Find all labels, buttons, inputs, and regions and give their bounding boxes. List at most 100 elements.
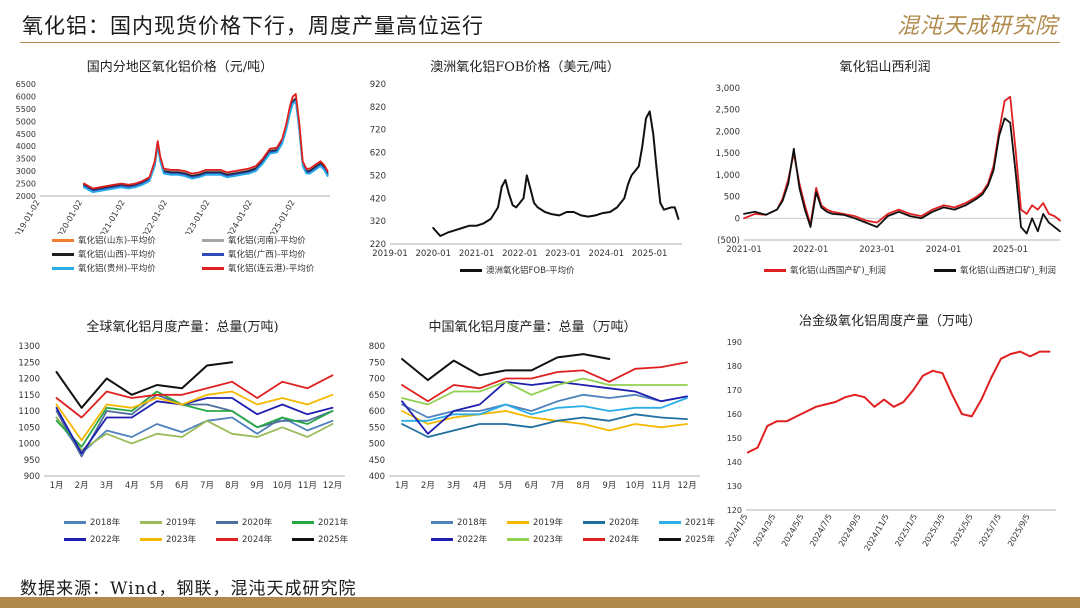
chart-title: 国内分地区氧化铝价格（元/吨） bbox=[86, 60, 274, 75]
legend-swatch bbox=[52, 238, 74, 242]
x-tick-label: 2月 bbox=[75, 481, 89, 491]
legend-swatch bbox=[52, 266, 74, 270]
y-tick-label: 6000 bbox=[16, 92, 36, 101]
page-title: 氧化铝：国内现货价格下行，周度产量高位运行 bbox=[22, 14, 484, 38]
series-line bbox=[746, 350, 1051, 454]
chart-panel-china-output: 中国氧化铝月度产量：总量（万吨） 400 450 500 550 600 650 700 75… bbox=[355, 308, 715, 553]
x-tick-label: 2024/5/5 bbox=[780, 513, 806, 549]
x-tick-label: 9月 bbox=[250, 481, 264, 491]
series-line bbox=[401, 410, 688, 432]
legend-item: 氧化铝(山西进口矿)_利润 bbox=[934, 264, 1056, 276]
legend-swatch bbox=[659, 537, 681, 541]
x-tick-label: 12月 bbox=[677, 481, 696, 491]
legend-label: 2018年 bbox=[90, 518, 121, 528]
x-tick-label: 2024-01-02 bbox=[223, 198, 254, 234]
x-tick-label: 2025/3/5 bbox=[921, 513, 947, 549]
x-tick-label: 1月 bbox=[395, 481, 409, 491]
legend-swatch bbox=[64, 537, 86, 541]
y-tick-label: 6500 bbox=[16, 80, 36, 89]
x-tick-label: 7月 bbox=[200, 481, 214, 491]
x-tick-label: 2025-01 bbox=[632, 249, 668, 259]
brand-logo: 混沌天成研究院 bbox=[896, 14, 1058, 39]
x-tick-label: 9月 bbox=[602, 481, 616, 491]
x-tick-label: 1月 bbox=[50, 481, 64, 491]
chart-title: 氧化铝山西利润 bbox=[839, 60, 931, 75]
y-tick-label: 2000 bbox=[16, 192, 36, 201]
legend-label: 2023年 bbox=[166, 535, 197, 545]
series-line bbox=[401, 361, 688, 403]
legend-label: 氧化铝(山东)-平均价 bbox=[78, 236, 156, 246]
legend-label: 2024年 bbox=[242, 535, 273, 545]
chart-title: 冶金级氧化铝周度产量（万吨） bbox=[798, 314, 981, 329]
y-tick-label: 650 bbox=[369, 391, 385, 401]
legend-item: 澳洲氧化铝FOB-平均价 bbox=[460, 264, 574, 276]
y-tick-label: 3,000 bbox=[716, 84, 740, 94]
y-tick-label: 600 bbox=[369, 407, 385, 417]
y-tick-label: 1200 bbox=[18, 375, 40, 385]
legend-label: 2019年 bbox=[533, 518, 564, 528]
legend-item: 2024年 bbox=[216, 533, 272, 545]
legend-swatch bbox=[64, 520, 86, 524]
legend-item: 2025年 bbox=[292, 533, 348, 545]
x-tick-label: 5月 bbox=[499, 481, 513, 491]
legend-item: 氧化铝(河南)-平均价 bbox=[202, 234, 306, 246]
series-line bbox=[401, 393, 688, 419]
legend-swatch bbox=[292, 537, 314, 541]
chart-plot: (500) 0 500 1,000 1,500 2,000 2,500 3,000 2021-0… bbox=[716, 84, 1061, 255]
legend-item: 2019年 bbox=[507, 516, 563, 528]
x-tick-label: 2023-01-02 bbox=[181, 199, 212, 235]
chart-legend: 氧化铝(山西国产矿)_利润 氧化铝(山西进口矿)_利润 bbox=[700, 264, 1070, 324]
legend-label: 澳洲氧化铝FOB-平均价 bbox=[486, 266, 575, 276]
y-tick-label: 1050 bbox=[18, 423, 40, 433]
legend-label: 氧化铝(连云港)-平均价 bbox=[228, 264, 315, 274]
series-line bbox=[401, 353, 611, 382]
x-tick-label: 2021-01 bbox=[459, 249, 495, 259]
y-tick-label: 160 bbox=[727, 410, 742, 419]
y-tick-label: 750 bbox=[369, 358, 385, 368]
y-tick-label: 220 bbox=[370, 240, 386, 250]
y-tick-label: 500 bbox=[369, 440, 385, 450]
legend-label: 2024年 bbox=[609, 535, 640, 545]
legend-item: 氧化铝(山西国产矿)_利润 bbox=[764, 264, 886, 276]
legend-item: 2018年 bbox=[431, 516, 487, 528]
series-line bbox=[83, 93, 329, 190]
series-line bbox=[55, 390, 334, 442]
x-tick-label: 11月 bbox=[651, 481, 670, 491]
legend-swatch bbox=[659, 520, 681, 524]
y-tick-label: 450 bbox=[369, 456, 385, 466]
legend-label: 氧化铝(河南)-平均价 bbox=[228, 236, 306, 246]
legend-swatch bbox=[216, 520, 238, 524]
y-tick-label: 0 bbox=[735, 214, 740, 224]
x-tick-label: 2025-01 bbox=[992, 245, 1028, 255]
series-line bbox=[55, 390, 334, 448]
y-tick-label: 140 bbox=[727, 458, 742, 467]
chart-legend: 2018年 2019年 2020年 2021年 2022年 2023年 2024年 2025年 bbox=[10, 516, 355, 576]
y-tick-label: 180 bbox=[727, 362, 742, 371]
y-tick-label: 5500 bbox=[16, 105, 36, 114]
legend-label: 2022年 bbox=[457, 535, 488, 545]
x-tick-label: 4月 bbox=[125, 481, 139, 491]
x-tick-label: 2025/1/5 bbox=[893, 513, 919, 549]
y-tick-label: 420 bbox=[370, 194, 386, 204]
x-tick-label: 6月 bbox=[175, 481, 189, 491]
x-tick-label: 3月 bbox=[100, 481, 114, 491]
legend-swatch bbox=[52, 252, 74, 256]
legend-swatch bbox=[216, 537, 238, 541]
legend-item: 2018年 bbox=[64, 516, 120, 528]
header: 氧化铝：国内现货价格下行，周度产量高位运行 混沌天成研究院 bbox=[0, 0, 1080, 46]
x-tick-label: 2020-01-02 bbox=[53, 199, 84, 235]
x-tick-label: 3月 bbox=[447, 481, 461, 491]
y-tick-label: 1000 bbox=[18, 440, 40, 450]
x-tick-label: 12月 bbox=[323, 481, 342, 491]
legend-item: 2021年 bbox=[292, 516, 348, 528]
series-line bbox=[743, 117, 1061, 235]
legend-swatch bbox=[583, 537, 605, 541]
y-tick-label: 1300 bbox=[18, 342, 40, 352]
y-tick-label: 1250 bbox=[18, 358, 40, 368]
series-line bbox=[55, 361, 234, 409]
x-tick-label: 2023-01 bbox=[859, 245, 895, 255]
chart-title: 澳洲氧化铝FOB价格（美元/吨） bbox=[430, 60, 620, 75]
series-line bbox=[83, 100, 329, 194]
legend-item: 2023年 bbox=[140, 533, 196, 545]
x-tick-label: 8月 bbox=[576, 481, 590, 491]
